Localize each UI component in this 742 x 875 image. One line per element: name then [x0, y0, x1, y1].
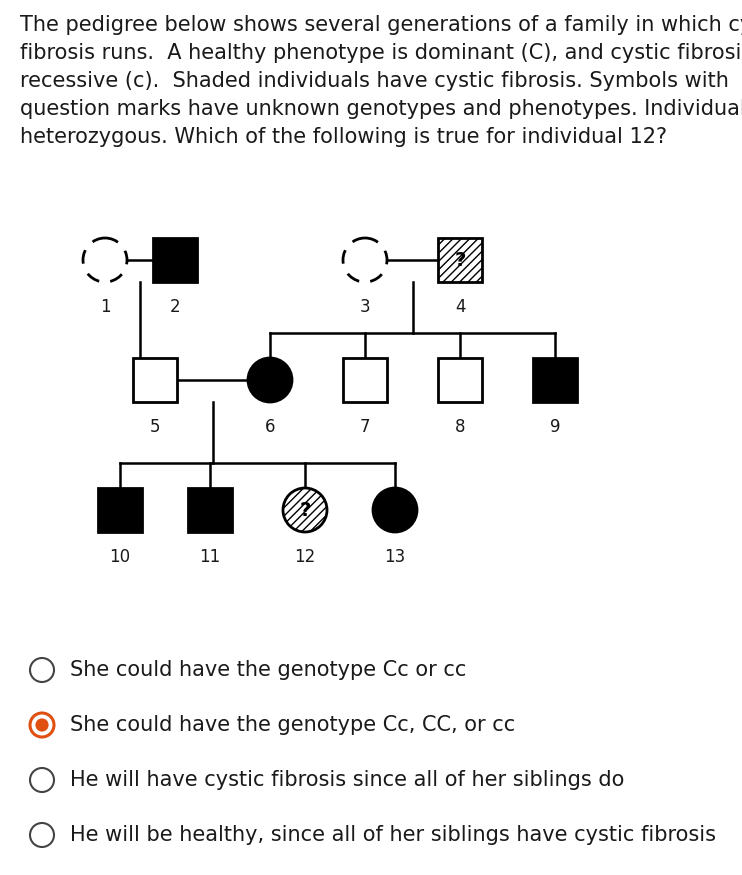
Circle shape — [283, 488, 327, 532]
Text: 1: 1 — [99, 298, 111, 316]
Text: She could have the genotype Cc, CC, or cc: She could have the genotype Cc, CC, or c… — [70, 715, 515, 735]
Text: 13: 13 — [384, 548, 406, 566]
FancyBboxPatch shape — [188, 488, 232, 532]
Circle shape — [248, 358, 292, 402]
Text: He will be healthy, since all of her siblings have cystic fibrosis: He will be healthy, since all of her sib… — [70, 825, 716, 845]
Text: 6: 6 — [265, 418, 275, 436]
FancyBboxPatch shape — [153, 238, 197, 282]
Text: 12: 12 — [295, 548, 315, 566]
Text: 11: 11 — [200, 548, 220, 566]
Text: She could have the genotype Cc or cc: She could have the genotype Cc or cc — [70, 660, 467, 680]
Circle shape — [36, 718, 48, 732]
Circle shape — [30, 658, 54, 682]
Circle shape — [373, 488, 417, 532]
Circle shape — [343, 238, 387, 282]
FancyBboxPatch shape — [438, 358, 482, 402]
Text: The pedigree below shows several generations of a family in which cystic
fibrosi: The pedigree below shows several generat… — [20, 15, 742, 147]
Circle shape — [83, 238, 127, 282]
Text: ?: ? — [454, 250, 466, 270]
FancyBboxPatch shape — [343, 358, 387, 402]
Text: 5: 5 — [150, 418, 160, 436]
Text: 3: 3 — [360, 298, 370, 316]
Text: 10: 10 — [109, 548, 131, 566]
Text: 7: 7 — [360, 418, 370, 436]
Circle shape — [30, 713, 54, 737]
Text: 9: 9 — [550, 418, 560, 436]
Text: He will have cystic fibrosis since all of her siblings do: He will have cystic fibrosis since all o… — [70, 770, 624, 790]
FancyBboxPatch shape — [533, 358, 577, 402]
FancyBboxPatch shape — [133, 358, 177, 402]
Text: 2: 2 — [170, 298, 180, 316]
FancyBboxPatch shape — [98, 488, 142, 532]
Circle shape — [30, 823, 54, 847]
Text: ?: ? — [299, 500, 311, 520]
Text: 8: 8 — [455, 418, 465, 436]
Circle shape — [30, 768, 54, 792]
FancyBboxPatch shape — [438, 238, 482, 282]
Text: 4: 4 — [455, 298, 465, 316]
